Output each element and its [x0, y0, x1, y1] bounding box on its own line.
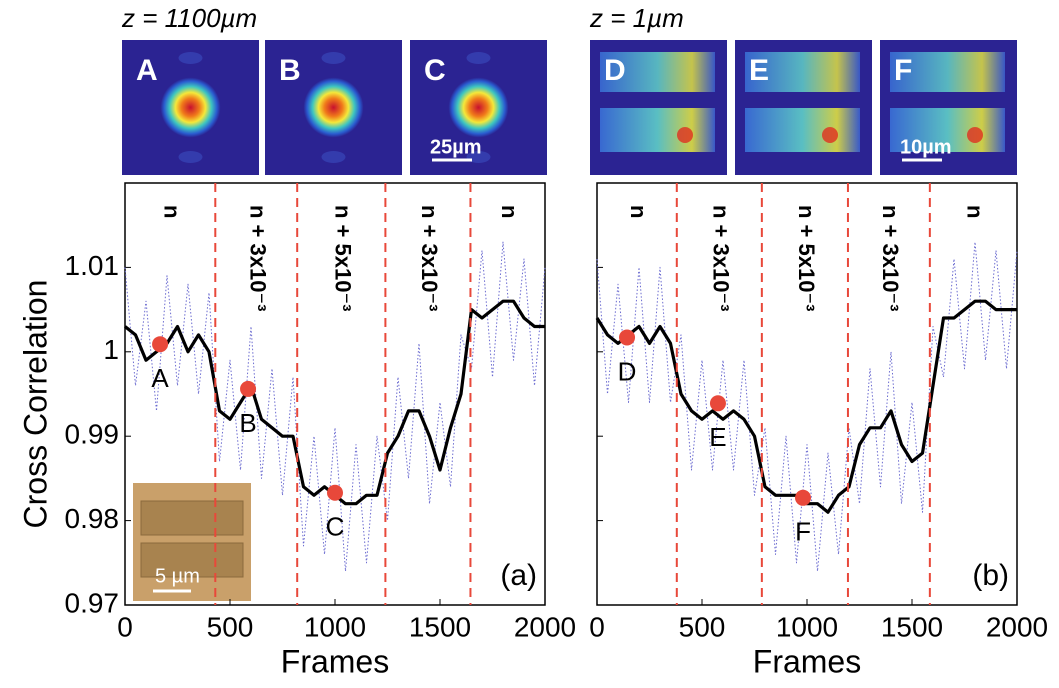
beam-spot [160, 77, 221, 138]
point-label: B [239, 408, 256, 438]
sem-pattern [140, 500, 244, 536]
region-label: n + 3x10⁻³ [878, 205, 903, 311]
x-tick-label: 500 [679, 611, 726, 642]
region-label: n + 3x10⁻³ [417, 205, 442, 311]
scale-bar-label: 10µm [900, 136, 952, 158]
thumbnail-label: F [894, 54, 912, 87]
marked-frame [240, 380, 257, 397]
noisy-line [596, 241, 1018, 572]
y-tick-label: 0.98 [65, 503, 120, 534]
y-axis-label: Cross Correlation [17, 280, 53, 529]
marked-frame [619, 329, 636, 346]
marked-frame [327, 484, 343, 501]
thumbnail-label: E [749, 54, 769, 87]
region-label: n [159, 205, 184, 218]
region-label: n [497, 205, 522, 218]
sem-pattern [140, 542, 244, 578]
side-lobe [321, 52, 346, 64]
scale-bar-label: 25µm [430, 136, 482, 158]
region-label: n + 3x10⁻³ [245, 205, 270, 311]
thumbnail-label: D [604, 54, 626, 87]
panel-label: (a) [500, 559, 537, 592]
region-label: n + 5x10⁻³ [794, 205, 819, 311]
y-tick-label: 0.99 [65, 419, 120, 450]
x-axis-label: Frames [753, 643, 861, 679]
panel-label: (b) [972, 559, 1009, 592]
x-tick-label: 500 [207, 611, 254, 642]
inset-scale-label: 5 µm [155, 565, 200, 587]
x-tick-label: 2000 [986, 611, 1048, 642]
marked-frame [152, 336, 169, 353]
side-lobe [466, 151, 491, 163]
region-label: n + 5x10⁻³ [330, 205, 355, 311]
x-axis-label: Frames [281, 643, 389, 679]
side-lobe [178, 151, 203, 163]
point-label: E [709, 422, 726, 452]
region-label: n + 3x10⁻³ [709, 205, 734, 311]
region-label: n [963, 205, 988, 218]
point-label: D [618, 356, 637, 386]
pattern-band [745, 52, 860, 92]
x-tick-label: 1000 [776, 611, 838, 642]
x-tick-label: 1500 [881, 611, 943, 642]
x-tick-label: 0 [589, 611, 605, 642]
thumbnail-label: C [424, 54, 446, 87]
beam-spot [448, 77, 509, 138]
marked-frame [795, 489, 812, 506]
pattern-band [890, 108, 1005, 152]
noisy-line [124, 241, 546, 572]
hot-spot [822, 127, 838, 143]
plot-frame [596, 182, 1018, 606]
hot-spot [967, 127, 983, 143]
pattern-band [745, 108, 860, 152]
thumbnail-label: B [279, 54, 301, 87]
point-label: C [326, 512, 345, 542]
y-tick-label: 1 [103, 334, 119, 365]
x-tick-label: 1000 [304, 611, 366, 642]
side-lobe [466, 52, 491, 64]
marked-frame [709, 395, 726, 412]
x-tick-label: 1500 [409, 611, 471, 642]
beam-spot [303, 77, 364, 138]
depth-label: z = 1100µm [121, 3, 257, 33]
hot-spot [677, 127, 693, 143]
region-label: n [626, 205, 651, 218]
point-label: F [795, 517, 811, 547]
side-lobe [178, 52, 203, 64]
point-label: A [151, 363, 169, 393]
thumbnail-label: A [136, 54, 158, 87]
y-tick-label: 0.97 [65, 587, 120, 618]
side-lobe [321, 151, 346, 163]
x-tick-label: 0 [117, 611, 133, 642]
y-tick-label: 1.01 [65, 250, 120, 281]
x-tick-label: 2000 [514, 611, 576, 642]
depth-label: z = 1µm [589, 3, 684, 33]
pattern-band [600, 52, 715, 92]
pattern-band [890, 52, 1005, 92]
pattern-band [600, 108, 715, 152]
